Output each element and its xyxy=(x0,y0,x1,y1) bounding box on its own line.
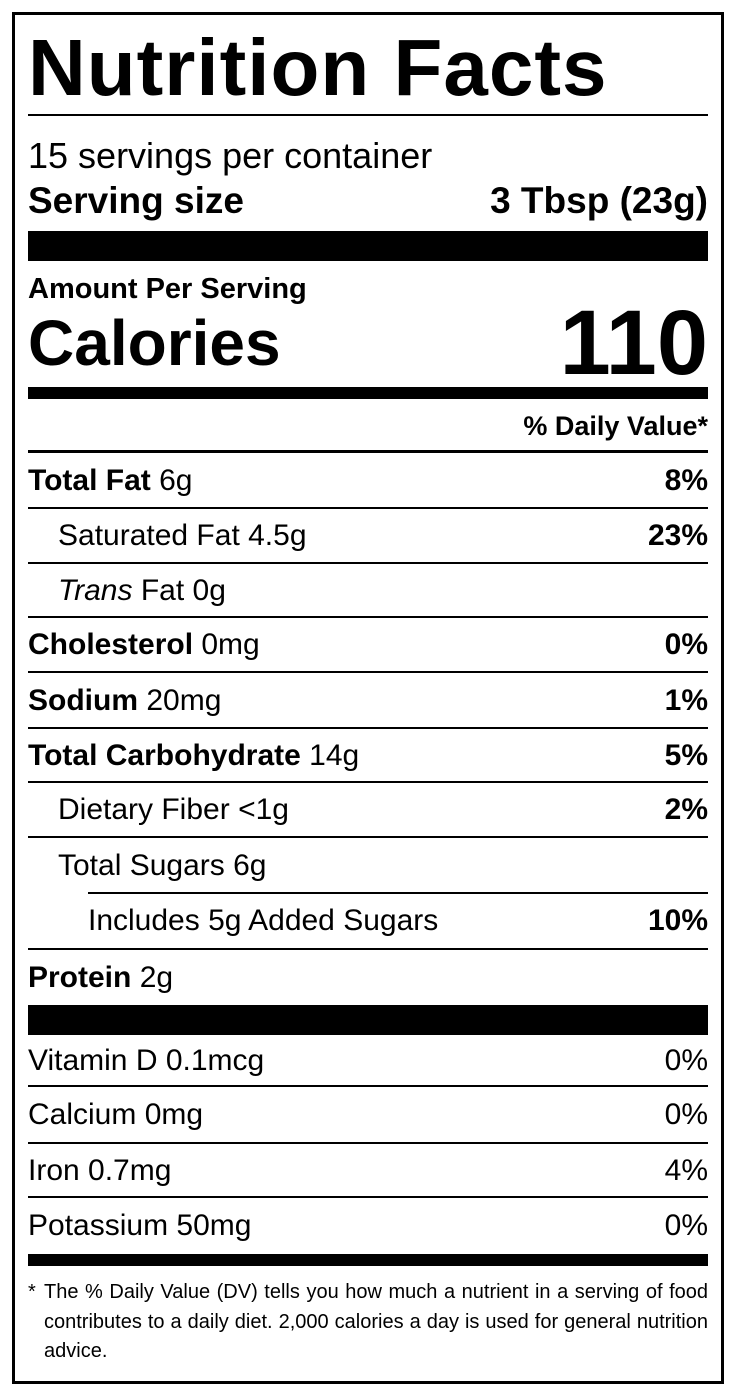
divider xyxy=(28,507,708,509)
nutrient-dv: 0% xyxy=(664,628,708,661)
divider xyxy=(88,892,708,894)
vitamin-dv: 4% xyxy=(664,1153,708,1187)
nutrient-name: Total Fat xyxy=(28,463,151,497)
nutrient-name: Cholesterol xyxy=(28,628,194,661)
medium-divider xyxy=(28,387,708,399)
vitamin-label: Potassium 50mg xyxy=(28,1209,252,1242)
nutrient-dv: 10% xyxy=(647,904,708,937)
nutrient-dv: 5% xyxy=(664,738,708,772)
vitamin-dv: 0% xyxy=(664,1043,708,1077)
nutrient-row-added-sugars: Includes 5g Added Sugars 10% xyxy=(28,894,708,948)
vitamin-label: Calcium 0mg xyxy=(28,1097,204,1131)
nutrient-name: Sodium xyxy=(28,683,138,717)
nutrient-name: Includes 5g Added Sugars xyxy=(88,904,439,937)
nutrient-dv: 8% xyxy=(664,463,708,497)
daily-value-header: % Daily Value* xyxy=(523,411,708,441)
calories-value: 110 xyxy=(559,292,708,394)
nutrient-row-total-sugars: Total Sugars 6g xyxy=(28,838,708,893)
nutrient-row-total-carbohydrate: Total Carbohydrate 14g 5% xyxy=(28,729,708,782)
nutrient-row-total-fat: Total Fat 6g 8% xyxy=(28,453,708,508)
divider xyxy=(28,836,708,838)
vitamin-dv: 0% xyxy=(664,1097,708,1131)
divider xyxy=(28,948,708,950)
vitamin-label: Vitamin D 0.1mcg xyxy=(28,1043,265,1077)
nutrient-dv: 1% xyxy=(664,683,708,717)
nutrient-amount: 0mg xyxy=(201,628,260,661)
vitamin-dv: 0% xyxy=(664,1209,708,1242)
footnote-asterisk: * xyxy=(28,1281,36,1303)
divider xyxy=(28,616,708,618)
amount-per-serving: Amount Per Serving xyxy=(28,273,307,305)
nutrient-name: Dietary Fiber xyxy=(58,793,230,826)
nutrient-amount: 14g xyxy=(309,738,360,772)
calories-label: Calories xyxy=(28,307,281,379)
thick-divider xyxy=(28,1005,708,1035)
nutrient-row-cholesterol: Cholesterol 0mg 0% xyxy=(28,618,708,672)
nutrient-name: Trans xyxy=(58,573,133,607)
vitamin-label: Iron 0.7mg xyxy=(28,1153,172,1187)
nutrient-name: Protein xyxy=(28,960,132,994)
divider xyxy=(28,1142,708,1144)
nutrient-amount: <1g xyxy=(238,793,289,826)
nutrient-amount: 2g xyxy=(139,960,174,994)
divider xyxy=(28,114,708,116)
vitamin-row-potassium: Potassium 50mg 0% xyxy=(28,1198,708,1254)
calories-row: Calories 110 xyxy=(28,292,708,394)
footnote: * The % Daily Value (DV) tells you how m… xyxy=(28,1278,708,1367)
nutrient-name: Total Sugars xyxy=(58,848,225,882)
nutrient-row-sodium: Sodium 20mg 1% xyxy=(28,673,708,728)
nutrient-amount: 20mg xyxy=(146,683,222,717)
serving-size: Serving size 3 Tbsp (23g) xyxy=(28,180,708,222)
vitamin-row-iron: Iron 0.7mg 4% xyxy=(28,1144,708,1197)
label-title: Nutrition Facts xyxy=(28,23,608,112)
thick-divider xyxy=(28,231,708,261)
nutrient-amount: 0g xyxy=(192,573,226,607)
serving-size-label: Serving size xyxy=(28,180,244,221)
divider xyxy=(28,450,708,453)
nutrient-name-suffix: Fat xyxy=(140,573,185,607)
nutrient-row-saturated-fat: Saturated Fat 4.5g 23% xyxy=(28,509,708,563)
nutrient-amount: 6g xyxy=(159,463,193,497)
divider xyxy=(28,1085,708,1087)
vitamin-row-calcium: Calcium 0mg 0% xyxy=(28,1087,708,1142)
nutrient-row-trans-fat: Trans Fat 0g xyxy=(28,564,708,617)
medium-divider xyxy=(28,1254,708,1266)
nutrient-row-protein: Protein 2g xyxy=(28,950,708,1005)
nutrient-amount: 4.5g xyxy=(248,519,307,552)
divider xyxy=(28,562,708,564)
nutrient-name: Total Carbohydrate xyxy=(28,738,301,772)
nutrient-row-dietary-fiber: Dietary Fiber <1g 2% xyxy=(28,783,708,837)
footnote-text: The % Daily Value (DV) tells you how muc… xyxy=(44,1281,708,1362)
divider xyxy=(28,671,708,673)
servings-per-container: 15 servings per container xyxy=(28,135,433,176)
divider xyxy=(28,727,708,729)
serving-size-value: 3 Tbsp (23g) xyxy=(490,180,708,221)
vitamin-row-vitamin-d: Vitamin D 0.1mcg 0% xyxy=(28,1035,708,1086)
nutrient-name: Saturated Fat xyxy=(58,519,240,552)
divider xyxy=(28,1196,708,1198)
nutrient-dv: 2% xyxy=(664,793,708,826)
divider xyxy=(28,781,708,783)
nutrient-dv: 23% xyxy=(647,519,708,552)
nutrient-amount: 6g xyxy=(233,848,267,882)
